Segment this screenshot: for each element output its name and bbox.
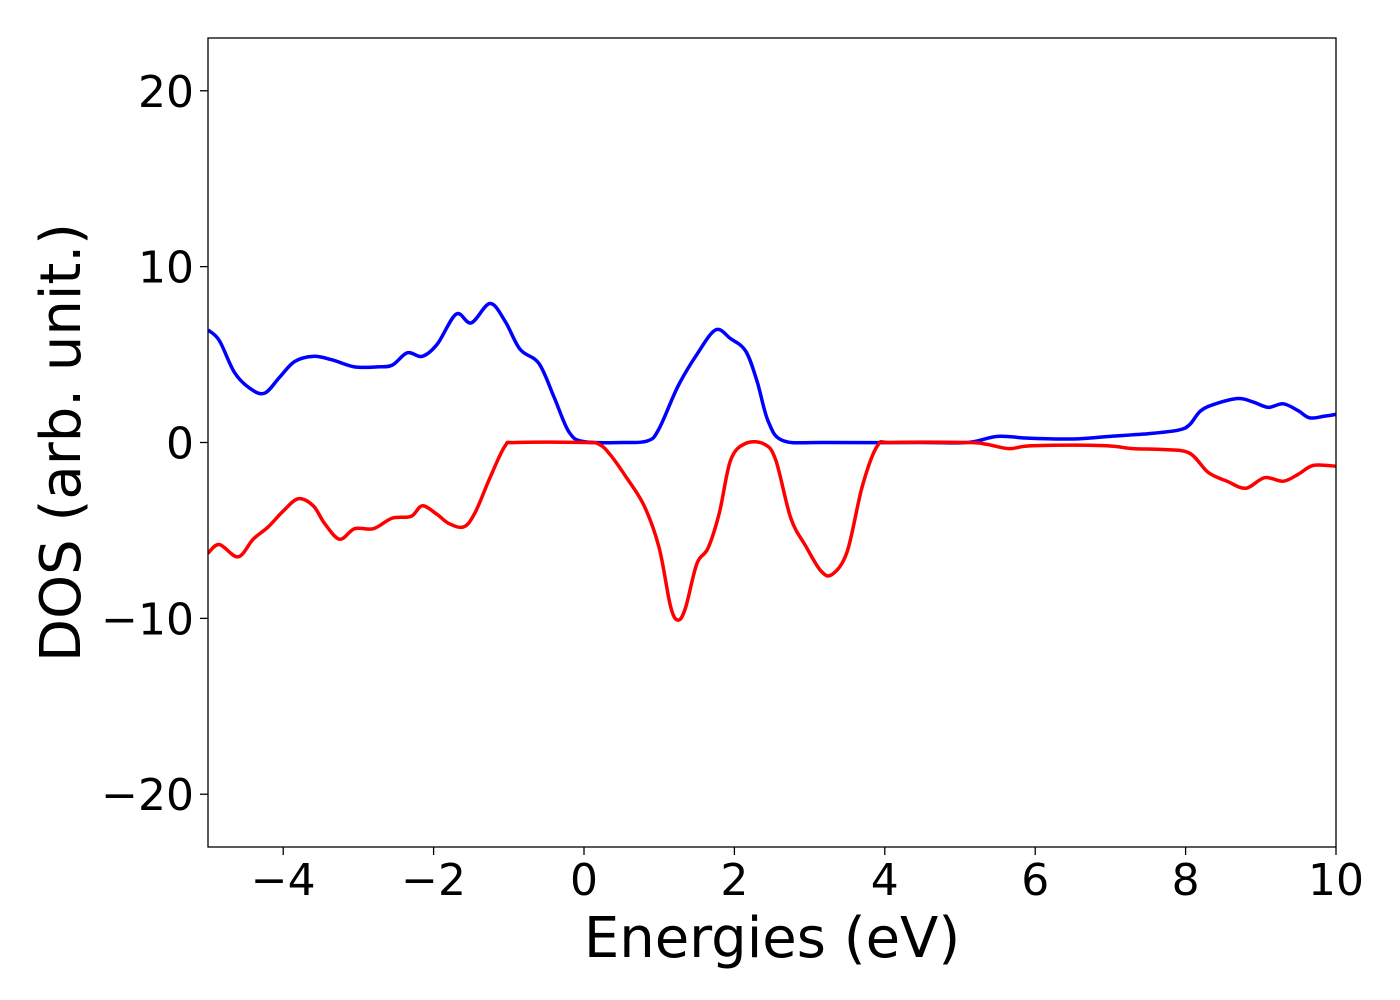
x-axis-label: Energies (eV) xyxy=(584,906,960,971)
y-tick-label: 20 xyxy=(138,67,194,118)
series-line-2 xyxy=(208,439,1336,622)
y-tick-label: 10 xyxy=(138,243,194,294)
x-tick-label: 4 xyxy=(871,855,899,906)
x-tick-label: −4 xyxy=(251,855,316,906)
x-tick-label: 6 xyxy=(1021,855,1049,906)
x-axis: −4 −2 0 2 4 6 8 10 xyxy=(251,847,1364,906)
y-axis-label: DOS (arb. unit.) xyxy=(29,223,94,662)
x-tick-label: −2 xyxy=(401,855,466,906)
x-tick-label: 8 xyxy=(1172,855,1200,906)
series-line-1 xyxy=(208,301,1336,445)
x-tick-label: 0 xyxy=(570,855,598,906)
plot-area xyxy=(208,38,1336,847)
y-tick-label: 0 xyxy=(166,419,194,470)
x-tick-label: 2 xyxy=(720,855,748,906)
y-tick-label: −10 xyxy=(101,594,194,645)
series-layer xyxy=(208,301,1336,622)
y-axis: −20 −10 0 10 20 xyxy=(101,67,208,821)
y-tick-label: −20 xyxy=(101,770,194,821)
x-tick-label: 10 xyxy=(1308,855,1364,906)
